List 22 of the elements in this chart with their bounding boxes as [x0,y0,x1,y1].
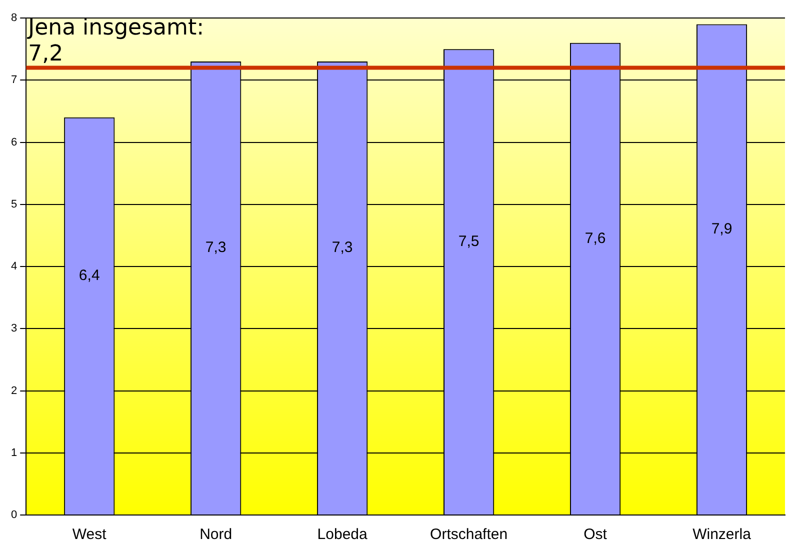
y-tick-label: 2 [10,384,18,397]
y-tick-label: 6 [10,136,18,148]
data-label: 6,4 [78,267,100,284]
data-label: 7,3 [332,239,353,256]
y-tick-label: 7 [10,74,18,86]
data-label: 7,5 [458,232,480,250]
y-tick-label: 1 [10,446,18,459]
x-tick-label: Nord [200,526,232,544]
x-tick-label: Ortschaften [430,526,508,544]
ref-line-label: Jena insgesamt: 7,2 [26,15,204,66]
y-tick-label: 8 [10,12,18,24]
x-tick-label: West [72,526,108,544]
x-tick-label: Ost [584,526,608,544]
y-tick-label: 0 [10,509,18,522]
x-tick-label: Winzerla [692,526,752,544]
data-label: 7,9 [711,220,732,238]
data-label: 7,3 [205,239,226,256]
data-label: 7,6 [584,230,606,247]
y-tick-label: 4 [10,260,18,273]
y-tick-label: 5 [10,198,18,210]
x-tick-label: Lobeda [317,526,368,544]
y-tick-label: 3 [10,322,18,335]
